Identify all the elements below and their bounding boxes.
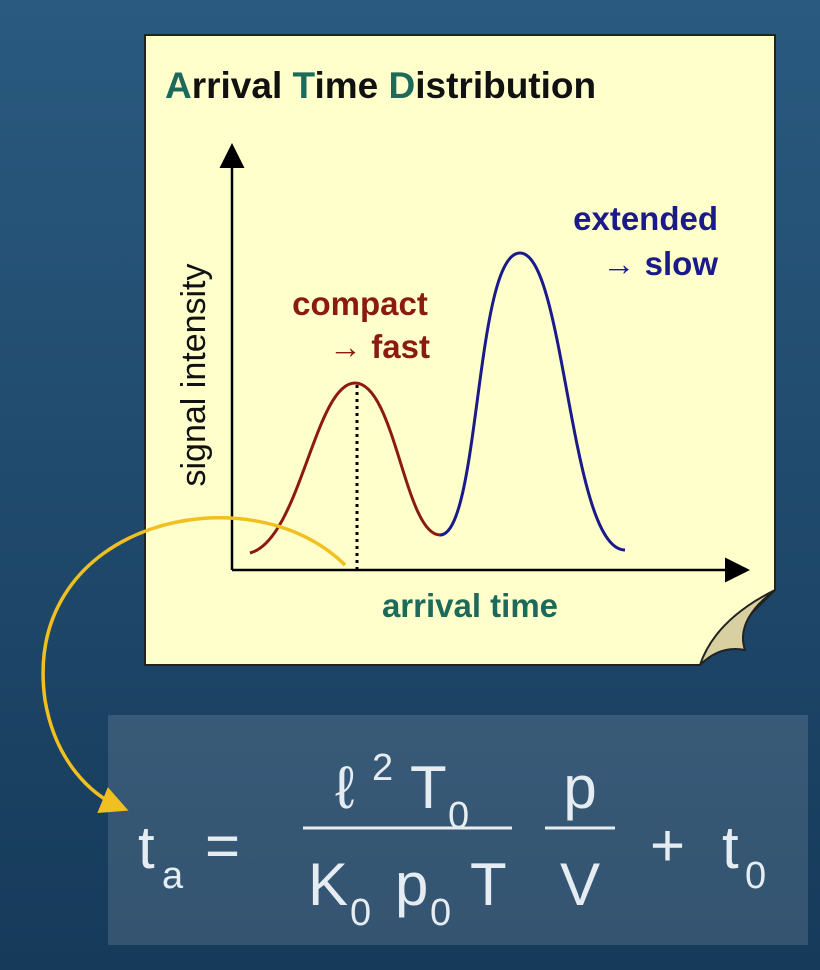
peak-label: extended [573, 200, 718, 237]
formula-subscript: 0 [448, 795, 469, 837]
x-axis-label: arrival time [382, 587, 558, 624]
title-part: T [293, 65, 316, 106]
formula-symbol: t [138, 814, 155, 881]
formula-symbol: T [410, 754, 447, 821]
formula-superscript: 2 [372, 747, 393, 789]
title-part: istribution [415, 65, 596, 106]
formula-symbol: + [650, 812, 685, 879]
peak-label: → slow [602, 245, 718, 282]
formula-symbol: = [205, 812, 240, 879]
formula-subscript: a [162, 855, 184, 897]
title-part: rrival [192, 65, 293, 106]
title-part: D [389, 65, 416, 106]
title-part: A [165, 65, 192, 106]
y-axis-label: signal intensity [175, 263, 213, 486]
formula-subscript: 0 [430, 892, 451, 934]
formula-symbol: ℓ [335, 754, 354, 821]
peak-label: → fast [329, 328, 430, 365]
formula-symbol: T [470, 851, 507, 918]
formula-symbol: p [395, 851, 428, 918]
formula-symbol: V [560, 851, 600, 918]
slide: Arrival Time Distribution signal intensi… [0, 0, 820, 970]
formula-symbol: K [308, 851, 348, 918]
title-part: ime [314, 65, 388, 106]
formula-symbol: p [563, 754, 596, 821]
peak-label: compact [292, 285, 428, 322]
formula-subscript: 0 [745, 855, 766, 897]
formula-symbol: t [722, 814, 739, 881]
title: Arrival Time Distribution [165, 65, 596, 106]
formula-subscript: 0 [350, 892, 371, 934]
